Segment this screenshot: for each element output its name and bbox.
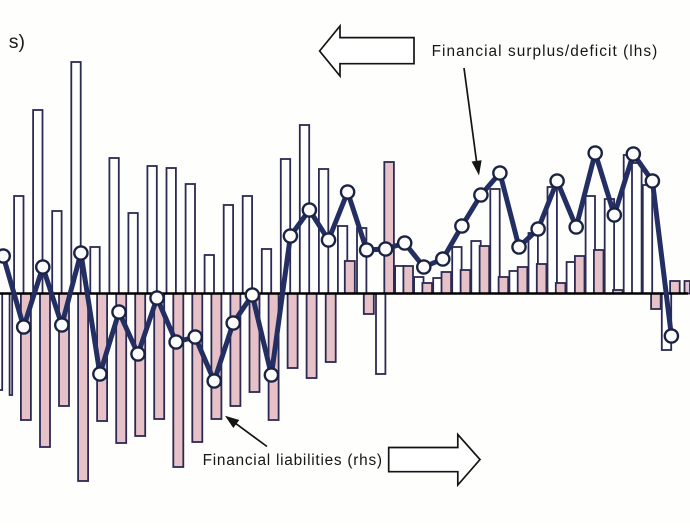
svg-text:s): s) <box>9 31 25 53</box>
svg-text:Financial surplus/deficit (lhs: Financial surplus/deficit (lhs) <box>432 43 659 60</box>
svg-text:Financial liabilities (rhs): Financial liabilities (rhs) <box>203 452 383 469</box>
